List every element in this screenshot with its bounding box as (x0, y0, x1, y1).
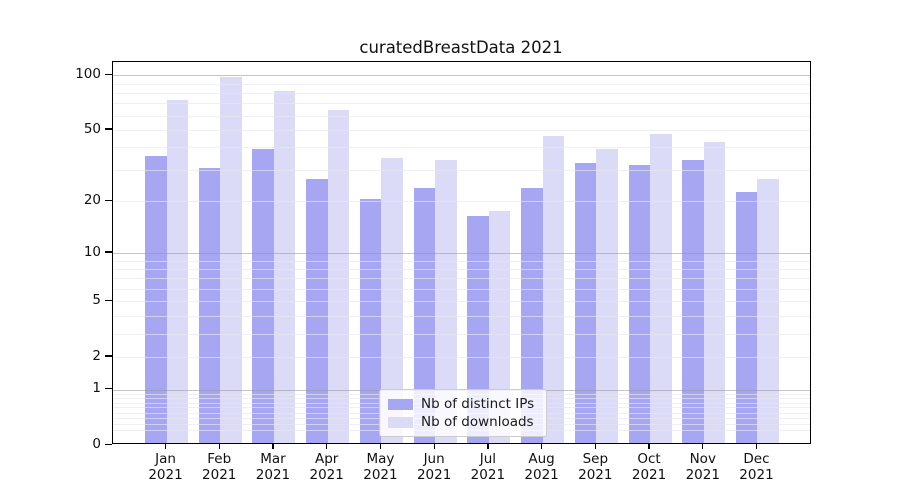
y-tick-mark-10 (105, 251, 112, 253)
bars-layer (113, 62, 810, 443)
y-tick-label-1: 1 (92, 380, 101, 397)
x-tick-label-mar: Mar 2021 (255, 451, 291, 483)
legend-item-downloads: Nb of downloads (388, 414, 538, 430)
x-tick-mark-dec (755, 444, 758, 449)
x-tick-mark-apr (326, 444, 328, 449)
bar-distinct-ips-jan (145, 155, 167, 443)
x-tick-label-feb: Feb 2021 (202, 451, 237, 483)
y-tick-label-50: 50 (83, 120, 101, 137)
x-tick-mark-jun (433, 444, 435, 449)
x-tick-label-sep: Sep 2021 (578, 451, 613, 483)
x-tick-mark-nov (702, 444, 704, 449)
bar-distinct-ips-jul (467, 215, 489, 443)
y-tick-label-100: 100 (75, 66, 101, 83)
bar-downloads-apr (327, 109, 350, 443)
chart-title: curatedBreastData 2021 (359, 38, 563, 57)
legend-label-distinct-ips: Nb of distinct IPs (421, 396, 535, 412)
bar-distinct-ips-aug (521, 188, 543, 443)
bar-downloads-nov (703, 141, 726, 443)
bar-downloads-feb (220, 77, 242, 443)
bar-downloads-dec (757, 178, 779, 443)
x-tick-mark-may (379, 444, 382, 449)
bar-downloads-mar (273, 90, 296, 443)
y-tick-label-20: 20 (83, 192, 101, 208)
legend-item-distinct-ips: Nb of distinct IPs (388, 396, 538, 412)
x-tick-label-nov: Nov 2021 (685, 451, 720, 483)
x-tick-mark-feb (218, 444, 220, 449)
legend-swatch-distinct-ips (388, 398, 413, 410)
bar-downloads-jan (166, 100, 188, 443)
bar-distinct-ips-nov (682, 160, 704, 443)
bar-distinct-ips-dec (735, 191, 758, 443)
x-tick-label-jul: Jul 2021 (470, 451, 506, 483)
x-tick-mark-aug (540, 444, 543, 449)
x-tick-mark-jul (487, 444, 489, 449)
y-tick-mark-50 (105, 128, 112, 130)
legend: Nb of distinct IPs Nb of downloads (379, 389, 547, 437)
x-tick-label-jan: Jan 2021 (148, 451, 183, 483)
legend-swatch-downloads (388, 416, 413, 428)
y-tick-mark-5 (105, 299, 112, 302)
plot-area: Nb of distinct IPs Nb of downloads (112, 61, 811, 444)
x-tick-label-apr: Apr 2021 (309, 451, 344, 483)
x-tick-mark-jan (164, 444, 167, 449)
x-tick-mark-mar (272, 444, 274, 449)
y-tick-mark-2 (105, 355, 112, 357)
x-tick-mark-sep (594, 444, 596, 449)
y-tick-mark-20 (105, 199, 112, 201)
bar-distinct-ips-sep (574, 162, 597, 443)
y-tick-label-2: 2 (92, 347, 101, 364)
bar-distinct-ips-oct (628, 165, 651, 443)
bar-distinct-ips-apr (306, 178, 328, 443)
y-tick-mark-0 (105, 443, 112, 445)
bar-downloads-sep (596, 149, 618, 443)
legend-label-downloads: Nb of downloads (421, 414, 534, 430)
y-tick-mark-1 (105, 387, 112, 390)
y-tick-label-10: 10 (83, 243, 101, 260)
bar-downloads-oct (650, 134, 672, 443)
x-tick-mark-oct (648, 444, 650, 449)
bar-distinct-ips-may (359, 199, 382, 443)
bar-distinct-ips-mar (252, 149, 274, 443)
y-tick-label-5: 5 (92, 292, 101, 309)
x-tick-label-aug: Aug 2021 (524, 451, 559, 483)
bar-distinct-ips-jun (413, 188, 436, 443)
bar-downloads-may (381, 158, 403, 443)
x-tick-label-jun: Jun 2021 (416, 451, 452, 483)
x-tick-label-oct: Oct 2021 (631, 451, 667, 483)
y-tick-mark-100 (105, 73, 112, 75)
x-tick-label-may: May 2021 (363, 451, 398, 483)
bar-distinct-ips-feb (198, 167, 221, 443)
y-tick-label-0: 0 (92, 436, 101, 452)
x-tick-label-dec: Dec 2021 (739, 451, 774, 483)
